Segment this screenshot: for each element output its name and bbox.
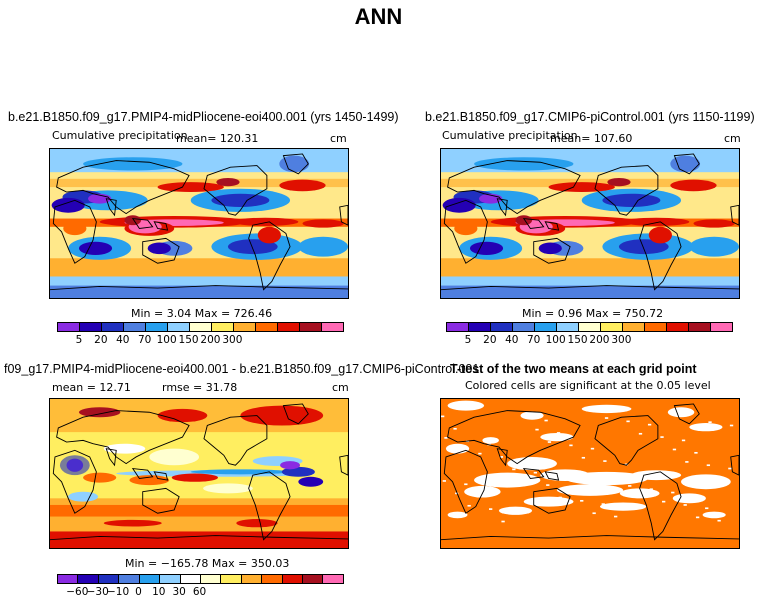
ctrl-colorbar-ticks: 5 20 40 70 100 150 200 300: [446, 334, 731, 348]
colorbar-swatch: [78, 575, 99, 583]
diff-mean-label: mean = 12.71: [52, 381, 131, 394]
colorbar-tick-label: −10: [106, 586, 130, 598]
ctrl-panel-title: b.e21.B1850.f09_g17.CMIP6-piControl.001 …: [425, 110, 755, 124]
colorbar-swatch: [623, 323, 645, 331]
colorbar-swatch: [139, 575, 161, 583]
colorbar-tick-label: 70: [527, 334, 541, 346]
colorbar-swatch: [119, 575, 140, 583]
colorbar-tick-label: 0: [135, 586, 142, 598]
ttest-significance-map: [440, 398, 740, 549]
colorbar-tick-label: 200: [589, 334, 610, 346]
colorbar-swatch: [689, 323, 711, 331]
colorbar-swatch: [124, 323, 146, 331]
colorbar-tick-label: 100: [156, 334, 177, 346]
colorbar-tick-label: 300: [222, 334, 243, 346]
colorbar-tick-label: 70: [138, 334, 152, 346]
colorbar-tick-label: −60: [66, 586, 89, 598]
ctrl-mean-label: mean= 107.60: [550, 132, 633, 145]
colorbar-tick-label: 40: [116, 334, 130, 346]
colorbar-swatch: [168, 323, 190, 331]
colorbar-tick-label: −30: [86, 586, 109, 598]
diff-colorbar-ticks: −60 −30 −10 0 10 30 60: [57, 586, 342, 598]
diff-rmse-label: rmse = 31.78: [162, 381, 238, 394]
colorbar-swatch: [160, 575, 181, 583]
colorbar-swatch: [241, 575, 263, 583]
colorbar-tick-label: 5: [75, 334, 83, 346]
diff-map: [49, 398, 349, 549]
colorbar-swatch: [58, 575, 79, 583]
colorbar-swatch: [667, 323, 689, 331]
colorbar-swatch: [221, 575, 242, 583]
colorbar-swatch: [200, 575, 222, 583]
test-units-label: cm: [330, 132, 347, 145]
colorbar-swatch: [535, 323, 557, 331]
test-colorbar-ticks: 5 20 40 70 100 150 200 300: [57, 334, 342, 348]
test-variable-label: Cumulative precipitation: [52, 129, 188, 142]
colorbar-swatch: [645, 323, 667, 331]
diff-panel-title: f09_g17.PMIP4-midPliocene-eoi400.001 - b…: [4, 362, 480, 376]
colorbar-swatch: [303, 575, 324, 583]
test-precip-map: [49, 148, 349, 299]
test-colorbar: [57, 322, 344, 332]
colorbar-swatch: [711, 323, 732, 331]
colorbar-swatch: [491, 323, 513, 331]
colorbar-swatch: [256, 323, 278, 331]
colorbar-tick-label: 5: [464, 334, 472, 346]
colorbar-tick-label: 100: [545, 334, 566, 346]
colorbar-swatch: [180, 575, 201, 583]
test-panel-title: b.e21.B1850.f09_g17.PMIP4-midPliocene-eo…: [8, 110, 399, 124]
colorbar-swatch: [278, 323, 300, 331]
page-title: ANN: [354, 4, 403, 29]
diff-colorbar: [57, 574, 344, 584]
colorbar-swatch: [80, 323, 102, 331]
colorbar-swatch: [212, 323, 234, 331]
colorbar-tick-label: 10: [152, 586, 166, 598]
colorbar-tick-label: 300: [611, 334, 632, 346]
colorbar-swatch: [579, 323, 601, 331]
test-mean-label: mean= 120.31: [176, 132, 259, 145]
colorbar-swatch: [282, 575, 304, 583]
test-minmax-label: Min = 3.04 Max = 726.46: [131, 307, 273, 320]
colorbar-swatch: [323, 575, 343, 583]
colorbar-swatch: [58, 323, 80, 331]
colorbar-tick-label: 40: [505, 334, 519, 346]
ctrl-variable-label: Cumulative precipitation: [442, 129, 578, 142]
colorbar-swatch: [469, 323, 491, 331]
ttest-subtitle: Colored cells are significant at the 0.0…: [465, 379, 711, 392]
colorbar-swatch: [146, 323, 168, 331]
colorbar-swatch: [102, 323, 124, 331]
ttest-panel-title: T-test of the two means at each grid poi…: [450, 362, 697, 376]
ctrl-units-label: cm: [724, 132, 741, 145]
colorbar-swatch: [513, 323, 535, 331]
colorbar-swatch: [601, 323, 623, 331]
colorbar-swatch: [262, 575, 283, 583]
colorbar-swatch: [234, 323, 256, 331]
colorbar-swatch: [447, 323, 469, 331]
colorbar-tick-label: 30: [172, 586, 186, 598]
colorbar-tick-label: 60: [192, 586, 207, 598]
colorbar-tick-label: 200: [200, 334, 221, 346]
colorbar-swatch: [190, 323, 212, 331]
colorbar-tick-label: 20: [94, 334, 108, 346]
ctrl-precip-map: [440, 148, 740, 299]
colorbar-swatch: [557, 323, 579, 331]
colorbar-tick-label: 150: [178, 334, 199, 346]
colorbar-swatch: [300, 323, 322, 331]
ctrl-minmax-label: Min = 0.96 Max = 750.72: [522, 307, 664, 320]
diff-units-label: cm: [332, 381, 349, 394]
colorbar-swatch: [98, 575, 120, 583]
colorbar-tick-label: 150: [567, 334, 588, 346]
ctrl-colorbar: [446, 322, 733, 332]
colorbar-tick-label: 20: [483, 334, 497, 346]
diff-minmax-label: Min = −165.78 Max = 350.03: [125, 557, 290, 570]
colorbar-swatch: [322, 323, 343, 331]
